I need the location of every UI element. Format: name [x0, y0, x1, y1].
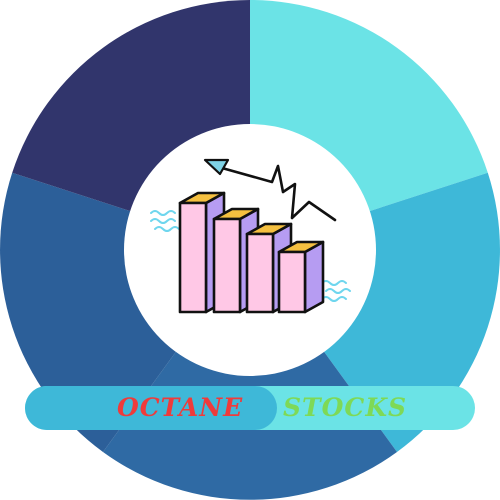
brand-word-stocks: STOCKS	[283, 393, 408, 422]
brand-word-octane: OCTANE	[117, 393, 244, 422]
bar-chart-icon	[178, 191, 325, 314]
brand-banner: OCTANE STOCKS	[25, 386, 475, 430]
bar-4-front	[277, 250, 307, 314]
bar-1-front	[178, 201, 208, 314]
wave-icon	[150, 210, 351, 302]
bar-3-front	[245, 232, 275, 314]
bar-2-front	[212, 217, 242, 314]
trend-arrow-icon	[203, 158, 337, 222]
bar-4-side	[303, 240, 325, 314]
banner-left-pill	[25, 386, 277, 430]
